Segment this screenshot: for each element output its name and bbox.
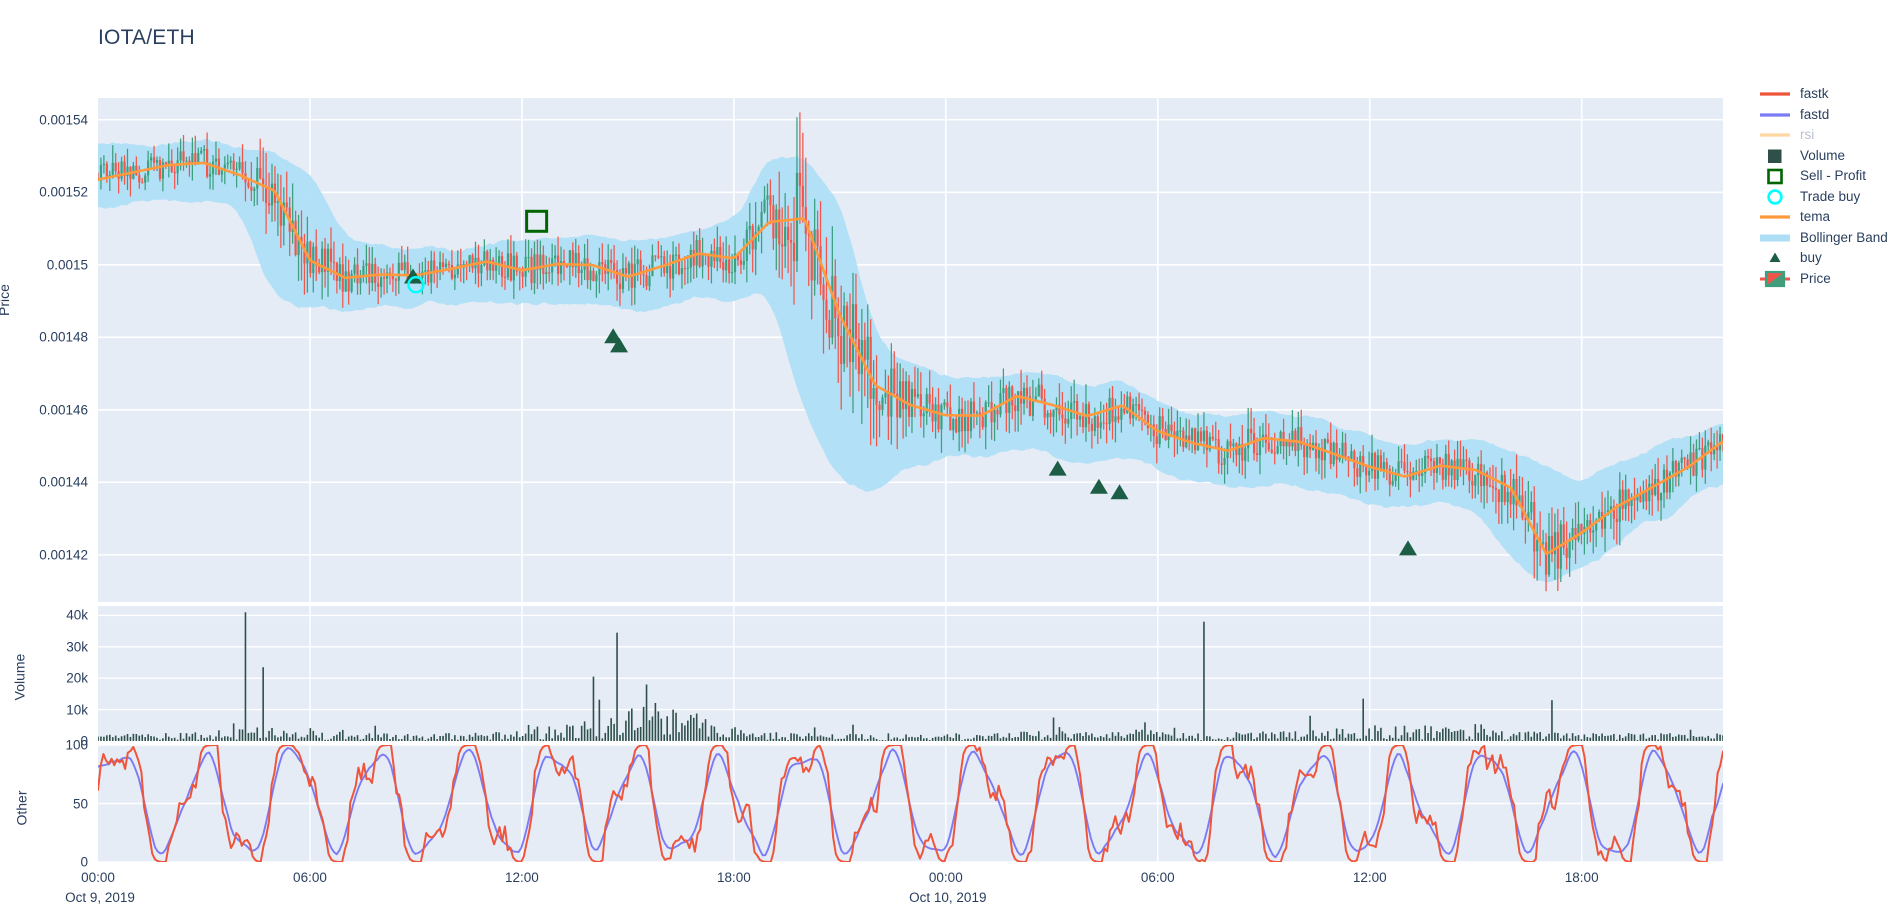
volume-y-tick-label: 30k	[66, 639, 88, 655]
x-tick-label: 00:00	[928, 870, 963, 885]
legend-item-label: Trade buy	[1800, 188, 1861, 204]
x-tick-label: 12:00	[505, 870, 539, 885]
volume-y-tick-label: 0	[80, 733, 88, 749]
price-y-tick-label: 0.00152	[39, 184, 88, 200]
volume-y-tick-label: 10k	[66, 702, 88, 718]
square-filled-icon	[1758, 146, 1792, 166]
other-subplot	[98, 745, 1723, 862]
legend-item-rsi[interactable]: rsi	[1758, 125, 1888, 146]
x-tick-label: 18:00	[716, 870, 751, 885]
legend-item-volume[interactable]: Volume	[1758, 146, 1888, 167]
line-swatch-icon	[1758, 105, 1792, 125]
page-title: IOTA/ETH	[98, 26, 195, 49]
legend-item-fastk[interactable]: fastk	[1758, 84, 1888, 105]
legend-item-label: rsi	[1800, 127, 1815, 143]
price-y-tick-label: 0.00154	[39, 112, 88, 128]
legend-item-tema[interactable]: tema	[1758, 207, 1888, 228]
price-y-tick-label: 0.00144	[39, 474, 88, 490]
legend-item-sell-profit[interactable]: Sell - Profit	[1758, 166, 1888, 187]
volume-subplot	[98, 606, 1723, 741]
legend-item-label: fastd	[1800, 106, 1830, 122]
legend-item-fastd[interactable]: fastd	[1758, 105, 1888, 126]
x-tick-label: 18:00	[1564, 870, 1599, 885]
legend-item-label: tema	[1800, 209, 1831, 225]
legend-item-label: buy	[1800, 250, 1822, 266]
x-tick-label: 06:00	[1140, 870, 1175, 885]
legend-item-label: Sell - Profit	[1800, 168, 1867, 184]
line-swatch-icon	[1758, 84, 1792, 104]
square-outline-icon	[1758, 166, 1792, 186]
price-y-tick-label: 0.00148	[39, 329, 88, 345]
x-tick-label: 12:00	[1352, 870, 1387, 885]
circle-outline-icon	[1758, 187, 1792, 207]
line-swatch-icon	[1758, 125, 1792, 145]
price-axis-title: Price	[0, 284, 12, 316]
volume-y-tick-label: 40k	[66, 607, 88, 623]
legend-item-label: Volume	[1800, 147, 1846, 163]
legend-item-price[interactable]: Price	[1758, 269, 1888, 290]
price-y-tick-label: 0.00146	[39, 402, 88, 418]
legend-item-trade-buy[interactable]: Trade buy	[1758, 187, 1888, 208]
x-tick-label: 00:00	[81, 870, 115, 885]
price-y-tick-label: 0.0015	[46, 257, 88, 273]
x-tick-label: 06:00	[293, 870, 327, 885]
band-swatch-icon	[1758, 228, 1792, 248]
legend-item-bollinger-band[interactable]: Bollinger Band	[1758, 228, 1888, 249]
price-y-tick-label: 0.00142	[39, 547, 88, 563]
chart-legend: fastk fastd rsi Volume Sell - Profit Trade bu…	[1758, 84, 1888, 289]
x-tick-date-label: Oct 10, 2019	[909, 890, 987, 905]
legend-item-label: fastk	[1800, 86, 1829, 102]
legend-item-label: Bollinger Band	[1800, 229, 1888, 245]
price-subplot	[98, 98, 1723, 602]
other-y-tick-label: 0	[80, 854, 88, 870]
volume-y-tick-label: 20k	[66, 670, 88, 686]
triangle-up-icon	[1758, 248, 1792, 268]
other-y-tick-label: 50	[72, 796, 88, 811]
x-tick-date-label: Oct 9, 2019	[65, 890, 135, 905]
line-swatch-icon	[1758, 207, 1792, 227]
other-y-tick-label: 100	[65, 737, 88, 753]
legend-item-label: Price	[1800, 270, 1831, 286]
legend-item-buy[interactable]: buy	[1758, 248, 1888, 269]
candlestick-icon	[1758, 269, 1792, 289]
